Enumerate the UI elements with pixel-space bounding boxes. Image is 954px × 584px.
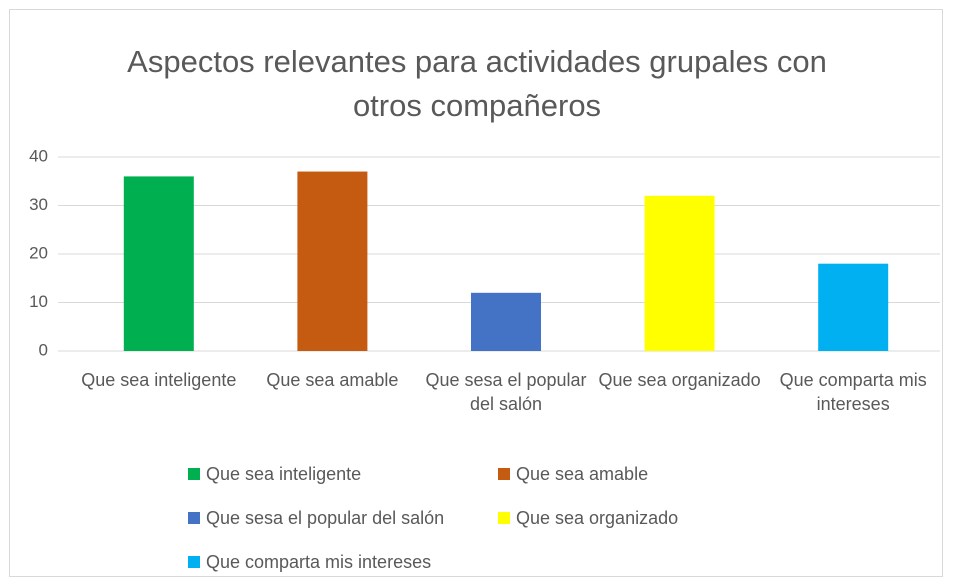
legend-label: Que sea inteligente [206,463,362,484]
bar [471,292,541,351]
bar [818,263,889,351]
legend-label: Que sesa el popular del salón [206,507,445,528]
chart-frame [9,9,943,577]
legend-swatch [188,556,200,568]
legend-swatch [498,468,510,480]
legend-label: Que comparta mis intereses [206,551,432,572]
legend-swatch [188,512,200,524]
legend-label: Que sea amable [516,463,649,484]
x-tick-label: Que sea amable [266,370,399,390]
legend-item: Que sea organizado [498,496,808,540]
legend-item: Que sea amable [498,452,808,496]
x-tick-label: Que sea inteligente [81,370,237,390]
legend-label: Que sea organizado [516,507,679,528]
y-tick-label: 0 [39,340,48,359]
x-tick-label: Que sesa el popular del salón [425,370,587,414]
y-tick-label: 40 [29,146,48,165]
bar [297,171,368,351]
chart-title: Aspectos relevantes para actividades gru… [127,44,827,123]
bar [123,176,194,351]
x-tick-label: Que comparta mis intereses [779,370,927,414]
legend-item: Que comparta mis intereses [188,540,498,584]
y-tick-label: 30 [29,195,48,214]
y-tick-label: 10 [29,292,48,311]
legend-item: Que sea inteligente [188,452,498,496]
legend: Que sea inteligente Que sea amable Que ses… [188,452,828,584]
legend-swatch [188,468,200,480]
x-tick-label: Que sea organizado [598,370,761,390]
legend-swatch [498,512,510,524]
bar [644,195,715,351]
y-tick-label: 20 [29,243,48,262]
legend-item: Que sesa el popular del salón [188,496,498,540]
